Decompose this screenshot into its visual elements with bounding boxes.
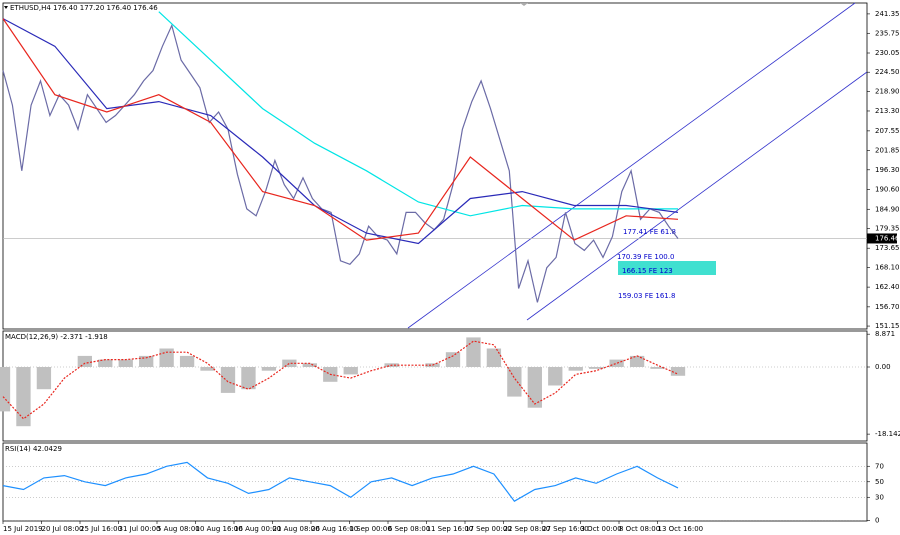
histogram-bar (343, 367, 358, 375)
y-tick-label: 241.35 (875, 10, 900, 18)
x-tick-label: 13 Oct 16:00 (658, 525, 704, 533)
x-tick-label: 5 Aug 08:00 (157, 525, 200, 533)
y-tick-label: 207.55 (875, 127, 900, 135)
histogram-bar (507, 367, 522, 397)
fib-label: 166.15 FE 123 (622, 267, 673, 275)
y-tick-label: 190.60 (875, 186, 900, 194)
channel-line (407, 2, 856, 329)
series-line (2, 461, 679, 502)
x-tick-label: 20 Jul 08:00 (42, 525, 84, 533)
series-line (2, 23, 679, 303)
histogram-bar (486, 348, 502, 368)
y-tick-label: 156.70 (875, 303, 900, 311)
x-tick-label: 1 Sep 00:00 (350, 525, 392, 533)
fib-label: 170.39 FE 100.0 (617, 253, 674, 261)
histogram-bar (261, 367, 277, 371)
channel-line (526, 71, 868, 321)
price-tag (867, 233, 897, 244)
x-tick-label: 10 Aug 16:00 (196, 525, 243, 533)
x-tick-label: 22 Sep 08:00 (504, 525, 551, 533)
histogram-bar (77, 355, 92, 368)
y-tick-label: 201.85 (875, 147, 900, 155)
histogram-bar (179, 355, 195, 368)
histogram-bar (118, 359, 133, 368)
y-tick-label: 179.35 (875, 224, 900, 232)
y-tick-label: 224.50 (875, 68, 900, 76)
histogram-bar (445, 352, 461, 368)
rsi-title: RSI(14) 42.0429 (5, 445, 62, 453)
histogram-bar (159, 348, 174, 368)
y-tick-label: -18.142 (875, 430, 900, 438)
price-tag-label: 176.46 (875, 234, 900, 242)
menu-arrow (4, 6, 8, 9)
y-tick-label: 8.871 (875, 330, 895, 338)
fib-label: 177.41 FE 61.8 (623, 228, 676, 236)
x-tick-label: 3 Oct 00:00 (581, 525, 622, 533)
x-tick-label: 11 Sep 16:00 (427, 525, 474, 533)
histogram-bar (670, 367, 686, 376)
price-panel (2, 2, 868, 330)
histogram-bar (241, 367, 256, 390)
histogram-bar (200, 367, 215, 371)
y-tick-label: 173.65 (875, 244, 900, 252)
y-tick-label: 0.00 (875, 363, 891, 371)
x-tick-label: 26 Aug 16:00 (311, 525, 358, 533)
y-tick-label: 184.90 (875, 205, 900, 213)
x-tick-label: 21 Aug 08:00 (273, 525, 320, 533)
target-zone (618, 261, 716, 275)
y-tick-label: 196.30 (875, 166, 900, 174)
y-tick-label: 30 (875, 493, 884, 501)
histogram-bar (0, 367, 11, 412)
symbol-info: ETHUSD,H4 176.40 177.20 176.40 176.46 (10, 4, 158, 12)
series-line (158, 11, 678, 217)
histogram-bar (220, 367, 236, 393)
histogram-bar (650, 367, 665, 369)
fib-label: 159.03 FE 161.8 (618, 292, 675, 300)
y-tick-label: 218.90 (875, 88, 900, 96)
series-line (2, 18, 679, 245)
histogram-bar (302, 363, 317, 368)
histogram-bar (139, 355, 154, 368)
series-line (2, 340, 679, 420)
x-tick-label: 8 Oct 08:00 (619, 525, 660, 533)
x-tick-label: 15 Jul 2019 (3, 525, 43, 533)
histogram-bar (629, 355, 645, 368)
histogram-bar (282, 359, 297, 368)
histogram-bar (527, 367, 542, 408)
y-tick-label: 168.10 (875, 263, 900, 271)
y-tick-label: 162.40 (875, 283, 900, 291)
y-tick-label: 230.05 (875, 49, 900, 57)
histogram-bar (548, 367, 563, 386)
x-tick-label: 17 Sep 00:00 (465, 525, 512, 533)
y-tick-label: 213.30 (875, 107, 900, 115)
x-tick-label: 16 Aug 00:00 (234, 525, 281, 533)
y-tick-label: 235.75 (875, 29, 900, 37)
histogram-bar (36, 367, 52, 390)
histogram-bar (589, 367, 604, 369)
x-tick-label: 6 Sep 08:00 (388, 525, 430, 533)
y-tick-label: 50 (875, 478, 884, 486)
histogram-bar (98, 359, 113, 368)
histogram-bar (16, 367, 31, 427)
x-tick-label: 25 Jul 16:00 (80, 525, 122, 533)
histogram-bar (609, 359, 624, 368)
y-tick-label: 0 (875, 517, 879, 525)
x-tick-label: 27 Sep 16:00 (542, 525, 589, 533)
y-tick-label: 70 (875, 462, 884, 470)
macd-title: MACD(12,26,9) -2.371 -1.918 (5, 333, 108, 341)
scroll-marker (520, 3, 528, 6)
histogram-bar (568, 367, 583, 371)
y-tick-label: 151.15 (875, 322, 900, 330)
x-tick-label: 31 Jul 00:00 (119, 525, 161, 533)
histogram-bar (466, 337, 481, 368)
series-line (2, 18, 679, 241)
